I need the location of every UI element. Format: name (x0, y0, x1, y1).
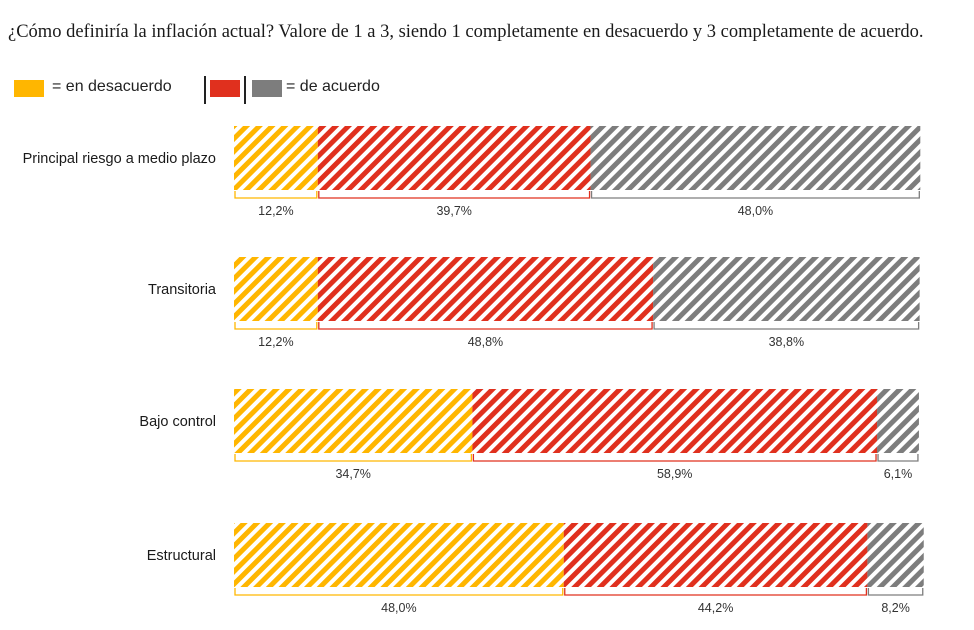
legend-separator-right (244, 76, 246, 104)
segment-bracket-agree (590, 191, 920, 199)
bar-segment-neutral (317, 126, 591, 190)
value-label-neutral: 58,9% (657, 467, 692, 481)
value-label-disagree: 48,0% (381, 601, 416, 615)
bar-segment-agree (653, 257, 920, 321)
legend-label-agree: = de acuerdo (286, 78, 380, 95)
value-label-neutral: 39,7% (436, 204, 471, 218)
category-label: Estructural (147, 548, 216, 564)
segment-bracket-disagree (234, 191, 318, 199)
value-label-disagree: 12,2% (258, 204, 293, 218)
segment-bracket-neutral (564, 588, 868, 596)
bar-segment-disagree (234, 523, 564, 587)
segment-bracket-neutral (318, 191, 591, 199)
segment-bracket-agree (653, 322, 920, 330)
category-label: Bajo control (139, 414, 216, 430)
bar-segment-agree (590, 126, 921, 190)
segment-bracket-neutral (318, 322, 653, 330)
bar-segment-agree (877, 389, 919, 453)
segment-bracket-agree (867, 588, 924, 596)
category-label: Transitoria (148, 282, 217, 298)
chart-title: ¿Cómo definiría la inflación actual? Val… (8, 22, 924, 42)
segment-bracket-agree (877, 454, 919, 462)
segment-bracket-disagree (234, 454, 473, 462)
bar-segment-disagree (234, 389, 473, 453)
value-label-neutral: 44,2% (698, 601, 733, 615)
value-label-agree: 6,1% (884, 467, 913, 481)
bar-segment-neutral (472, 389, 878, 453)
value-label-agree: 48,0% (738, 204, 773, 218)
segment-bracket-neutral (472, 454, 877, 462)
bar-row-2: Bajo control 34,7% 58,9% 6,1% (139, 389, 919, 481)
legend-label-disagree: = en desacuerdo (52, 78, 172, 95)
value-label-disagree: 34,7% (335, 467, 370, 481)
bar-row-3: Estructural 48,0% 44,2% 8,2% (147, 523, 924, 615)
segment-bracket-disagree (234, 322, 318, 330)
bar-segment-neutral (317, 257, 654, 321)
bar-row-0: Principal riesgo a medio plazo 12,2% 39,7%… (23, 126, 921, 218)
bar-row-1: Transitoria 12,2% 48,8% 38,8% (148, 257, 920, 349)
legend-separator-left (204, 76, 206, 104)
value-label-agree: 38,8% (769, 335, 804, 349)
legend-swatch-neutral (210, 80, 240, 97)
bar-segment-disagree (234, 257, 318, 321)
segment-bracket-disagree (234, 588, 564, 596)
value-label-neutral: 48,8% (468, 335, 503, 349)
bar-segment-neutral (563, 523, 868, 587)
bar-segment-disagree (234, 126, 318, 190)
value-label-disagree: 12,2% (258, 335, 293, 349)
value-label-agree: 8,2% (881, 601, 910, 615)
legend-swatch-agree (252, 80, 282, 97)
category-label: Principal riesgo a medio plazo (23, 151, 216, 167)
bar-segment-agree (867, 523, 924, 587)
legend-swatch-disagree (14, 80, 44, 97)
